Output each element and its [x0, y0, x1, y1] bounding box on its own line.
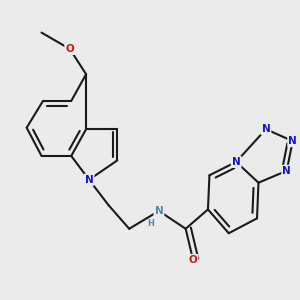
Text: O: O	[189, 255, 197, 265]
Text: H: H	[147, 219, 154, 228]
Text: N: N	[154, 206, 163, 216]
Text: N: N	[85, 175, 93, 185]
Text: N: N	[262, 124, 270, 134]
Text: N: N	[282, 166, 291, 176]
Text: N: N	[232, 157, 241, 167]
Text: O: O	[65, 44, 74, 54]
Text: N: N	[288, 136, 297, 146]
